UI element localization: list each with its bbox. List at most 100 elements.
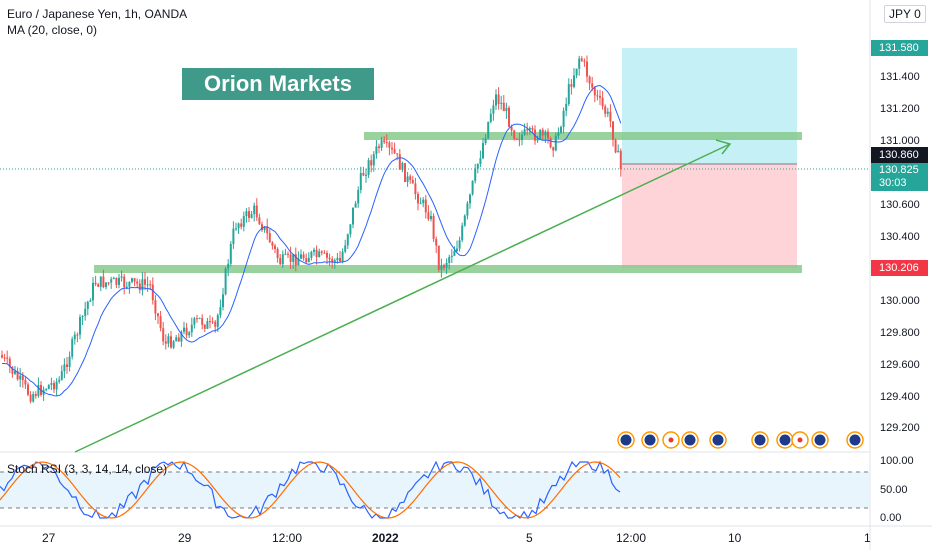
- candle-body: [274, 245, 276, 249]
- candle-body: [268, 233, 271, 243]
- candle-body: [84, 308, 87, 316]
- candle-body: [172, 341, 175, 348]
- candle-body: [583, 60, 586, 62]
- candle-body: [427, 212, 430, 220]
- candle-body: [136, 281, 139, 284]
- flag-eu-glyph: [779, 434, 791, 446]
- candle-body: [440, 265, 443, 270]
- price-tick: 129.400: [880, 391, 920, 403]
- candle-body: [263, 226, 266, 230]
- price-tick: 129.600: [880, 359, 920, 371]
- candle-body: [414, 183, 417, 194]
- candle-body: [154, 300, 157, 314]
- stoch-rsi-title[interactable]: Stoch RSI (3, 3, 14, 14, close): [7, 462, 168, 476]
- candle-body: [183, 327, 185, 332]
- candle-body: [476, 163, 479, 169]
- candle-body: [164, 341, 167, 344]
- candle-body: [47, 384, 50, 390]
- time-tick: 10: [728, 531, 742, 545]
- candle-body: [185, 327, 188, 336]
- candle-body: [424, 199, 427, 213]
- indicator-title[interactable]: MA (20, close, 0): [7, 23, 98, 37]
- candle-body: [544, 131, 547, 136]
- candle-body: [398, 154, 401, 170]
- candle-body: [76, 334, 79, 336]
- candle-body: [14, 371, 16, 374]
- candle-body: [279, 257, 282, 265]
- candle-body: [612, 121, 614, 140]
- candle-body: [16, 371, 19, 380]
- candle-body: [60, 371, 63, 380]
- candle-body: [128, 281, 131, 287]
- candle-body: [242, 216, 245, 227]
- candle-body: [55, 381, 58, 390]
- flag-eu-glyph: [620, 434, 632, 446]
- time-tick: 12:00: [272, 531, 303, 545]
- candle-body: [435, 238, 438, 246]
- candle-body: [495, 94, 497, 106]
- time-tick: 12:00: [616, 531, 647, 545]
- candle-body: [380, 140, 383, 148]
- candle-body: [401, 163, 404, 170]
- trendline[interactable]: [74, 143, 731, 453]
- candle-body: [188, 332, 191, 336]
- candle-body: [417, 193, 419, 204]
- support-zone[interactable]: [94, 265, 802, 273]
- candle-body: [284, 253, 287, 255]
- economic-events[interactable]: [617, 431, 864, 449]
- candle-body: [385, 142, 388, 144]
- candle-body: [318, 251, 321, 257]
- candle-body: [388, 142, 391, 148]
- candle-body: [307, 257, 310, 263]
- target-zone[interactable]: [622, 48, 797, 164]
- candle-body: [500, 102, 503, 104]
- candle-body: [193, 318, 196, 325]
- stop-zone[interactable]: [622, 164, 797, 268]
- candle-body: [29, 394, 32, 402]
- candle-body: [541, 129, 544, 136]
- candle-body: [261, 224, 263, 230]
- candle-body: [547, 131, 549, 139]
- candle-body: [112, 277, 115, 280]
- candle-body: [352, 207, 354, 225]
- currency-button[interactable]: JPY 0: [884, 5, 926, 23]
- candle-body: [567, 84, 570, 104]
- candle-body: [573, 75, 575, 87]
- candle-body: [437, 245, 440, 270]
- candle-body: [326, 252, 328, 258]
- candle-body: [461, 225, 464, 241]
- candle-body: [162, 328, 165, 342]
- candle-body: [396, 153, 399, 155]
- candle-body: [157, 313, 159, 317]
- candle-body: [118, 277, 120, 285]
- candle-body: [560, 126, 562, 133]
- candle-body: [531, 128, 534, 130]
- candle-body: [170, 336, 172, 348]
- symbol-title[interactable]: Euro / Japanese Yen, 1h, OANDA: [7, 7, 188, 21]
- candle-body: [536, 138, 539, 141]
- candle-body: [50, 383, 53, 385]
- candle-body: [209, 321, 211, 323]
- brand-watermark: Orion Markets: [182, 68, 374, 100]
- candle-body: [141, 279, 144, 291]
- candle-body: [71, 339, 74, 357]
- candle-body: [484, 138, 487, 144]
- candle-body: [237, 223, 240, 229]
- candle-body: [198, 317, 201, 319]
- price-tick: 131.000: [880, 135, 920, 147]
- candle-body: [11, 366, 14, 374]
- candle-body: [89, 300, 92, 302]
- candle-body: [406, 176, 409, 182]
- candle-body: [110, 279, 113, 283]
- candle-body: [151, 284, 154, 301]
- candle-body: [463, 215, 466, 226]
- time-tick: 5: [526, 531, 533, 545]
- candle-body: [357, 189, 360, 204]
- stop-price-tag: 130.206: [871, 260, 928, 276]
- resistance-zone[interactable]: [364, 132, 802, 140]
- candle-body: [479, 158, 482, 164]
- candle-body: [492, 105, 495, 114]
- price-tick: 130.000: [880, 295, 920, 307]
- candle-body: [211, 321, 214, 323]
